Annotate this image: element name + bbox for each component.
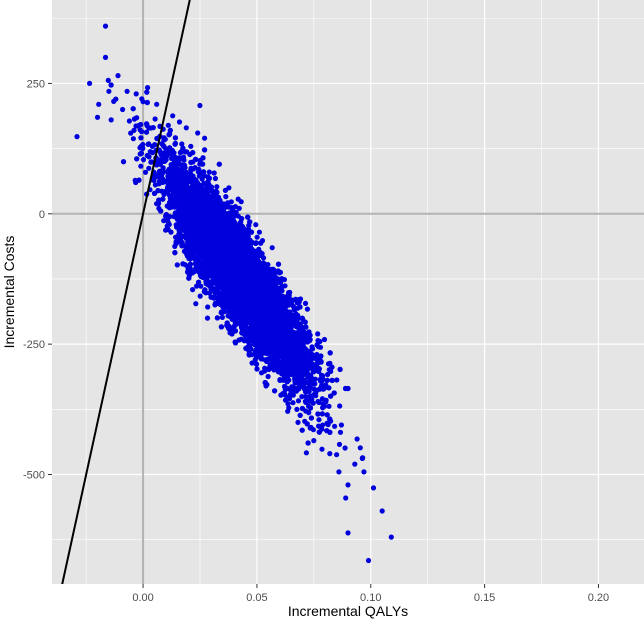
data-point xyxy=(279,284,285,290)
data-point xyxy=(211,170,217,176)
data-point xyxy=(198,283,204,289)
data-point xyxy=(138,163,144,169)
data-point xyxy=(332,423,338,429)
data-point xyxy=(212,175,218,182)
data-point xyxy=(190,287,196,293)
data-point xyxy=(140,157,147,163)
data-point xyxy=(179,141,185,147)
data-point xyxy=(152,182,158,188)
data-point xyxy=(194,283,200,289)
data-point xyxy=(269,245,275,251)
data-point xyxy=(304,306,310,312)
data-point xyxy=(197,102,203,109)
data-point xyxy=(241,338,247,344)
data-point xyxy=(174,262,180,268)
data-point xyxy=(253,222,259,228)
data-point xyxy=(294,406,300,412)
data-point xyxy=(236,205,242,211)
data-point xyxy=(165,122,171,128)
data-point xyxy=(152,116,158,122)
data-point xyxy=(320,422,326,428)
data-point xyxy=(290,400,296,406)
data-point xyxy=(223,194,229,200)
data-point xyxy=(336,441,343,447)
data-point xyxy=(337,429,344,435)
data-point xyxy=(319,446,325,452)
scatter-points xyxy=(74,23,394,564)
data-point xyxy=(206,169,212,175)
plot-panel xyxy=(52,0,644,584)
data-point xyxy=(265,373,271,380)
data-point xyxy=(146,165,152,171)
data-point xyxy=(197,293,203,299)
data-point xyxy=(302,300,309,306)
data-point xyxy=(132,177,138,183)
data-point xyxy=(205,304,211,310)
data-point xyxy=(172,243,178,249)
data-point xyxy=(342,445,348,451)
data-point xyxy=(337,403,343,409)
data-point xyxy=(193,301,199,307)
data-point xyxy=(226,185,232,191)
data-point xyxy=(105,77,111,83)
data-point xyxy=(303,450,309,456)
data-point xyxy=(219,314,225,320)
data-point xyxy=(315,331,321,337)
data-point xyxy=(254,234,260,240)
data-point xyxy=(303,393,309,400)
data-point xyxy=(321,336,328,343)
data-point xyxy=(326,403,332,409)
data-point xyxy=(299,394,305,400)
data-point xyxy=(188,143,194,149)
